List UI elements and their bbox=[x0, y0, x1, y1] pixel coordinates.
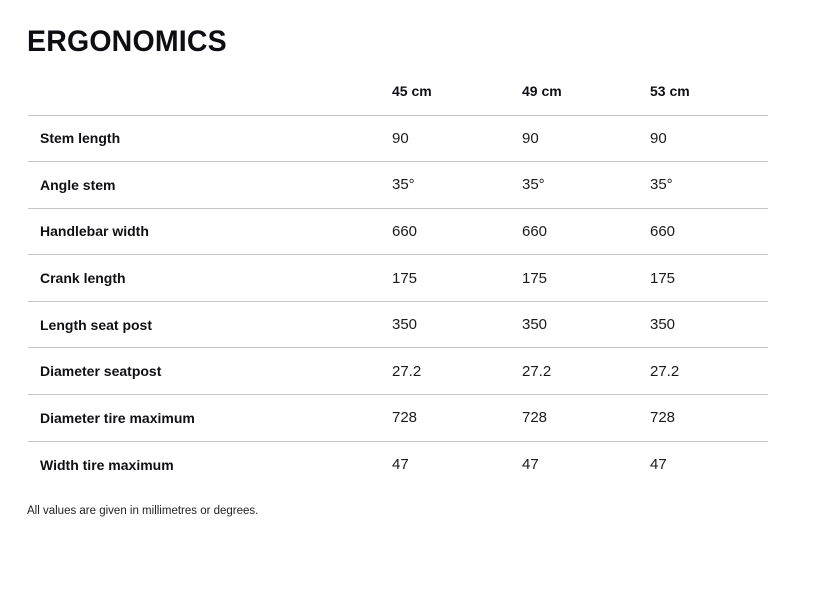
cell-value: 47 bbox=[522, 456, 539, 474]
table-row-crank-length: Crank length 175 175 175 bbox=[28, 255, 768, 302]
cell-value: 35° bbox=[650, 176, 673, 194]
row-label: Angle stem bbox=[40, 176, 116, 193]
ergonomics-spec-table: 45 cm 49 cm 53 cm Stem length 90 90 90 A… bbox=[28, 68, 768, 488]
table-row-diameter-tire-maximum: Diameter tire maximum 728 728 728 bbox=[28, 395, 768, 442]
table-header-row: 45 cm 49 cm 53 cm bbox=[28, 68, 768, 116]
cell-value: 35° bbox=[392, 176, 415, 194]
cell-value: 350 bbox=[522, 316, 548, 334]
page-title: ERGONOMICS bbox=[27, 25, 227, 59]
cell-value: 90 bbox=[650, 129, 667, 147]
row-label: Handlebar width bbox=[40, 223, 149, 240]
cell-value: 350 bbox=[650, 316, 676, 334]
table-row-width-tire-maximum: Width tire maximum 47 47 47 bbox=[28, 442, 768, 489]
cell-value: 35° bbox=[522, 176, 545, 194]
row-label: Length seat post bbox=[40, 316, 153, 333]
cell-value: 90 bbox=[392, 129, 409, 147]
cell-value: 90 bbox=[522, 129, 539, 147]
table-row-length-seat-post: Length seat post 350 350 350 bbox=[28, 302, 768, 349]
cell-value: 175 bbox=[392, 269, 418, 287]
cell-value: 47 bbox=[392, 456, 409, 474]
cell-value: 728 bbox=[392, 409, 418, 427]
cell-value: 27.2 bbox=[392, 362, 422, 380]
cell-value: 47 bbox=[650, 456, 667, 474]
cell-value: 175 bbox=[522, 269, 548, 287]
cell-value: 27.2 bbox=[650, 362, 680, 380]
cell-value: 728 bbox=[522, 409, 548, 427]
row-label: Diameter tire maximum bbox=[40, 409, 195, 426]
cell-value: 728 bbox=[650, 409, 676, 427]
cell-value: 175 bbox=[650, 269, 676, 287]
table-row-stem-length: Stem length 90 90 90 bbox=[28, 116, 768, 163]
table-row-angle-stem: Angle stem 35° 35° 35° bbox=[28, 162, 768, 209]
column-header-53cm: 53 cm bbox=[650, 83, 690, 100]
column-header-45cm: 45 cm bbox=[392, 83, 432, 100]
table-row-diameter-seatpost: Diameter seatpost 27.2 27.2 27.2 bbox=[28, 348, 768, 396]
units-footnote: All values are given in millimetres or d… bbox=[27, 505, 259, 517]
row-label: Crank length bbox=[40, 270, 126, 287]
cell-value: 27.2 bbox=[522, 362, 552, 380]
cell-value: 660 bbox=[522, 222, 548, 240]
cell-value: 660 bbox=[392, 222, 418, 240]
table-row-handlebar-width: Handlebar width 660 660 660 bbox=[28, 209, 768, 256]
cell-value: 350 bbox=[392, 316, 418, 334]
row-label: Diameter seatpost bbox=[40, 363, 162, 380]
row-label: Stem length bbox=[40, 130, 121, 147]
row-label: Width tire maximum bbox=[40, 456, 174, 473]
column-header-49cm: 49 cm bbox=[522, 83, 562, 100]
cell-value: 660 bbox=[650, 222, 676, 240]
